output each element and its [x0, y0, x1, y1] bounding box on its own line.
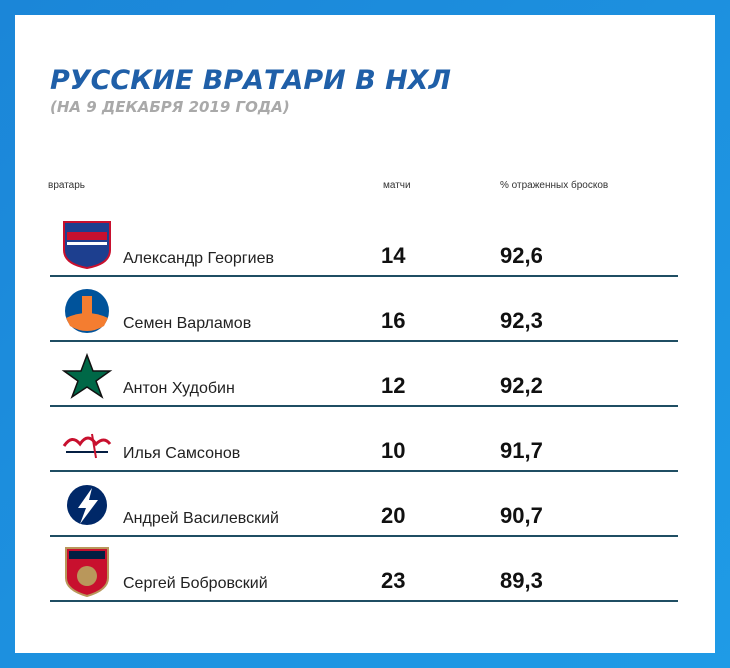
games: 23: [381, 568, 405, 593]
games: 10: [381, 438, 405, 463]
column-header: % отраженных бросков: [500, 179, 608, 191]
logo-islanders: [65, 289, 109, 333]
card: [15, 15, 715, 653]
logo-rangers: [63, 221, 111, 270]
save-percentage: 91,7: [500, 438, 543, 463]
goalie-name: Илья Самсонов: [123, 445, 240, 462]
save-percentage: 92,6: [500, 243, 543, 268]
save-percentage: 92,3: [500, 308, 543, 333]
games: 14: [381, 243, 406, 268]
goalie-name: Антон Худобин: [123, 380, 235, 397]
subtitle: (НА 9 ДЕКАБРЯ 2019 ГОДА): [50, 98, 290, 116]
save-percentage: 89,3: [500, 568, 543, 593]
games: 20: [381, 503, 405, 528]
save-percentage: 92,2: [500, 373, 543, 398]
games: 16: [381, 308, 405, 333]
logo-panthers: [65, 547, 109, 598]
column-header: вратарь: [48, 180, 85, 191]
goalie-name: Семен Варламов: [123, 315, 251, 332]
goalie-name: Сергей Бобровский: [123, 575, 268, 592]
title: РУССКИЕ ВРАТАРИ В НХЛ: [50, 65, 451, 96]
column-header: матчи: [383, 180, 411, 191]
save-percentage: 90,7: [500, 503, 543, 528]
logo-lightning: [67, 485, 107, 525]
goalie-name: Андрей Василевский: [123, 510, 279, 527]
logo-stars: [61, 352, 113, 399]
goalie-name: Александр Георгиев: [123, 250, 274, 267]
logo-capitals: [62, 433, 112, 459]
games: 12: [381, 373, 405, 398]
